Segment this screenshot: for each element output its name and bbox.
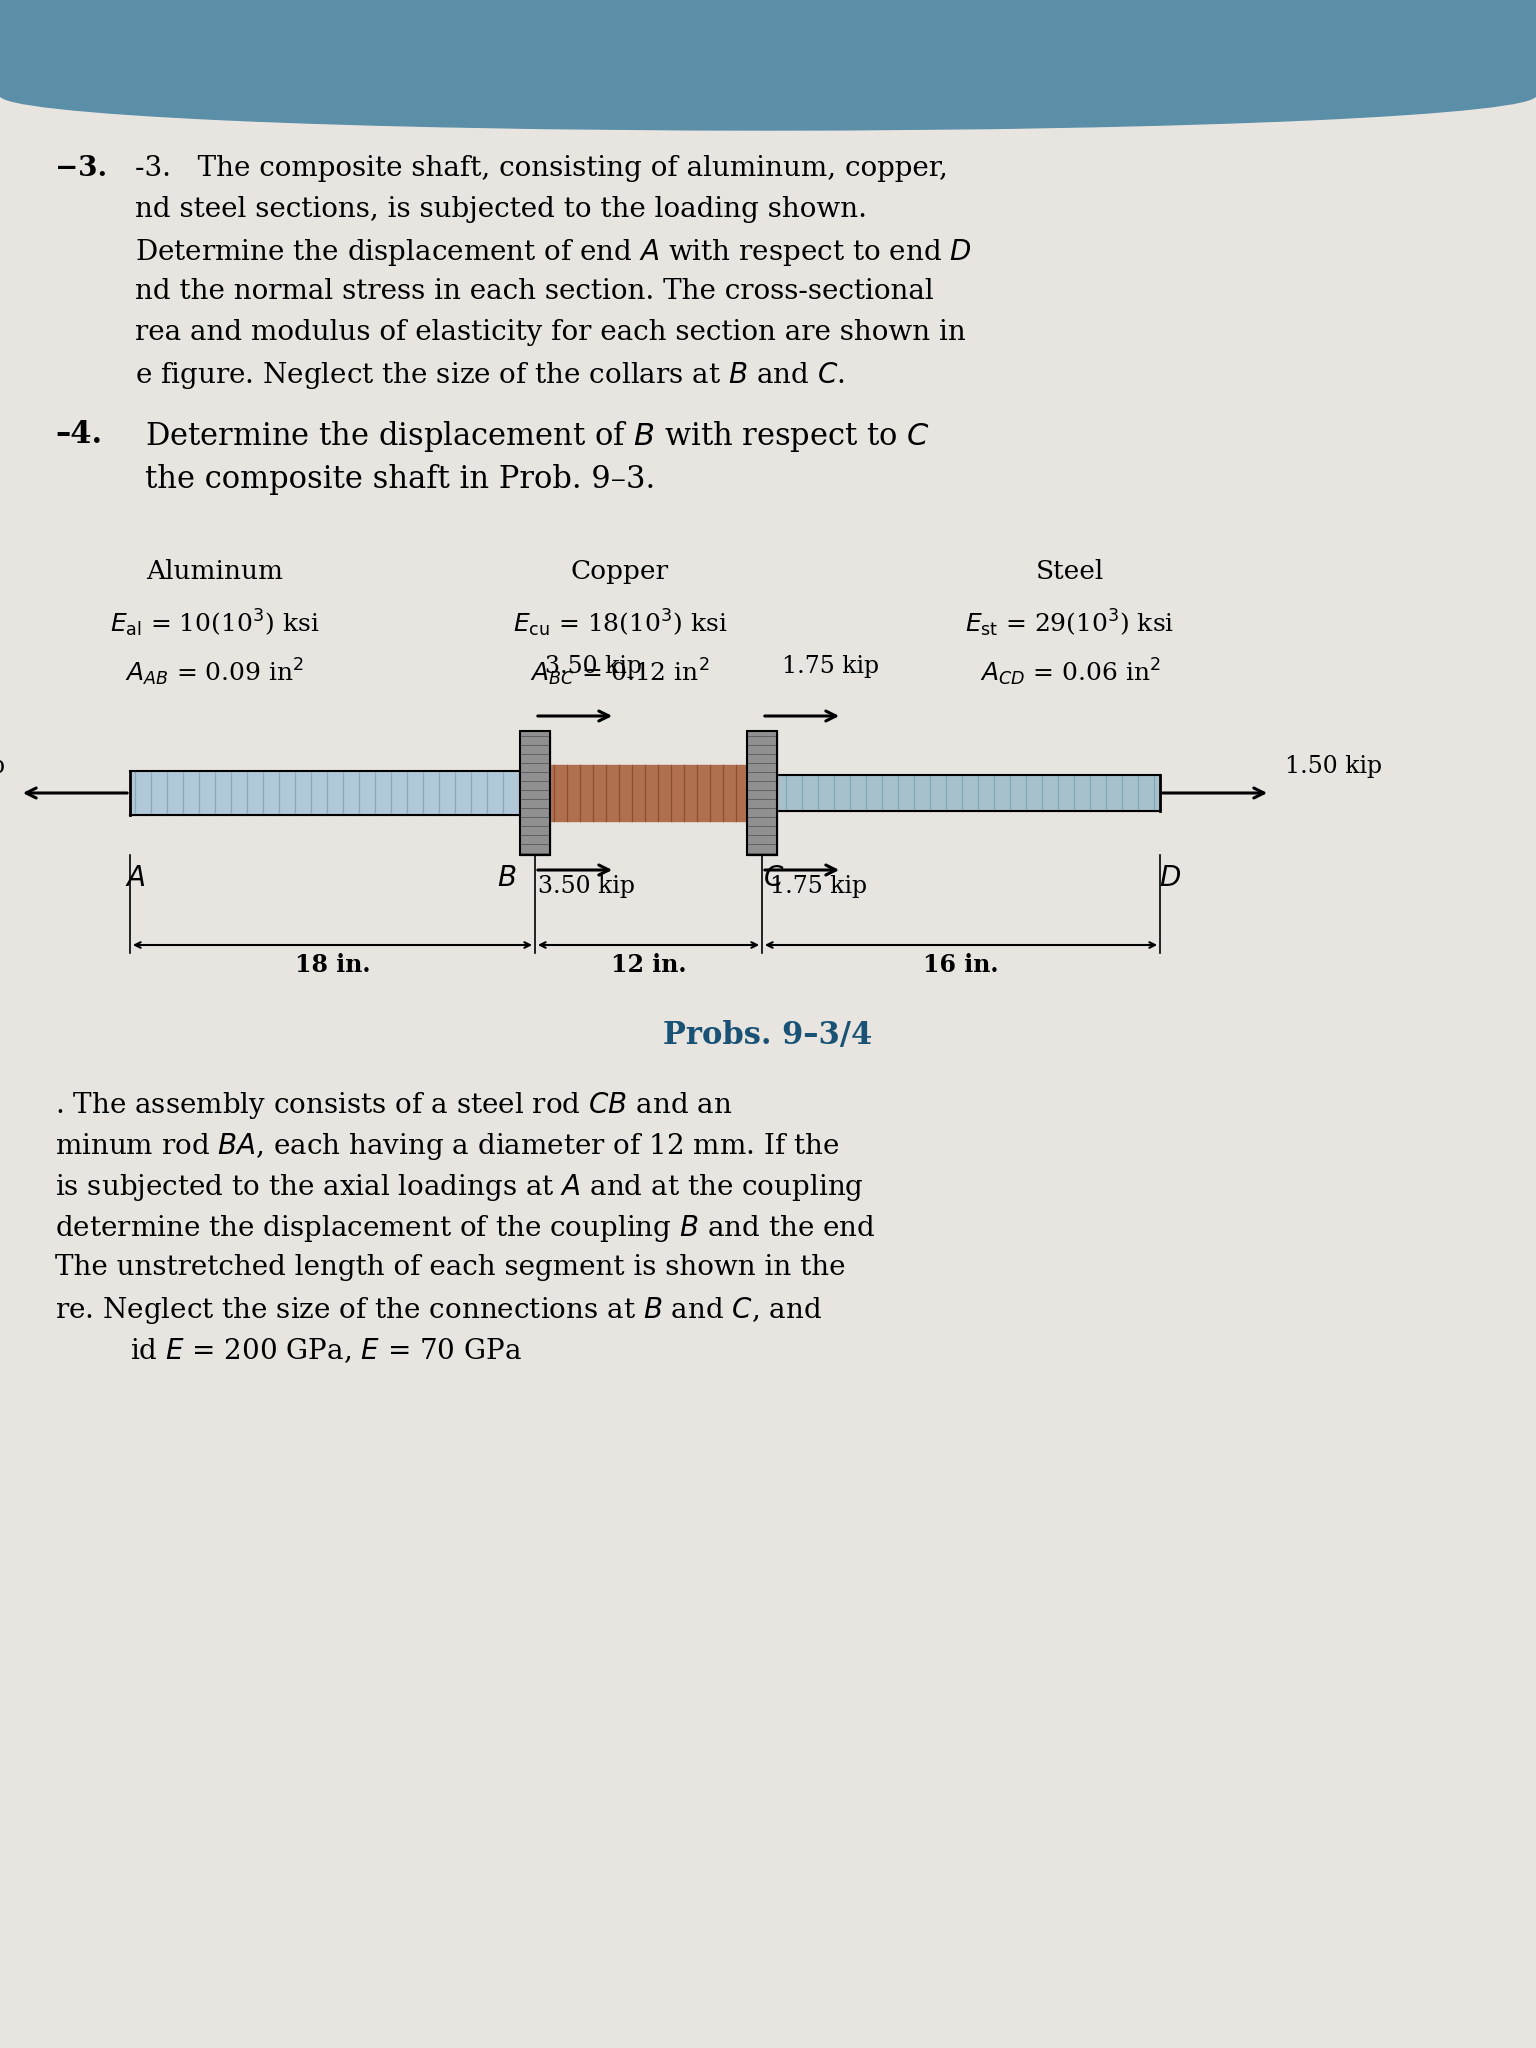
Text: −3.: −3. <box>55 156 108 182</box>
Bar <box>131 770 535 815</box>
Text: nd the normal stress in each section. The cross-sectional: nd the normal stress in each section. Th… <box>135 279 934 305</box>
Bar <box>762 774 1160 811</box>
Text: nd steel sections, is subjected to the loading shown.: nd steel sections, is subjected to the l… <box>135 197 866 223</box>
Text: $A$: $A$ <box>124 864 146 893</box>
Text: determine the displacement of the coupling $B$ and the end: determine the displacement of the coupli… <box>55 1212 876 1243</box>
Bar <box>521 731 550 854</box>
Text: 3.50 kip: 3.50 kip <box>538 874 634 897</box>
Bar <box>0 0 1536 94</box>
Ellipse shape <box>0 59 1536 129</box>
Text: Determine the displacement of $B$ with respect to $C$: Determine the displacement of $B$ with r… <box>144 420 929 455</box>
Text: $A_{BC}$ = 0.12 in$^2$: $A_{BC}$ = 0.12 in$^2$ <box>530 657 710 688</box>
Bar <box>521 731 550 854</box>
Text: Determine the displacement of end $A$ with respect to end $D$: Determine the displacement of end $A$ wi… <box>135 238 972 268</box>
Text: $C$: $C$ <box>763 864 785 893</box>
Text: -3.   The composite shaft, consisting of aluminum, copper,: -3. The composite shaft, consisting of a… <box>135 156 948 182</box>
Text: id $E$ = 200 GPa, $E$ = 70 GPa: id $E$ = 200 GPa, $E$ = 70 GPa <box>131 1335 522 1364</box>
Text: Steel: Steel <box>1035 559 1104 584</box>
Bar <box>746 731 777 854</box>
Text: $A_{CD}$ = 0.06 in$^2$: $A_{CD}$ = 0.06 in$^2$ <box>980 657 1161 688</box>
Text: e figure. Neglect the size of the collars at $B$ and $C$.: e figure. Neglect the size of the collar… <box>135 360 845 391</box>
Text: $E_\mathrm{st}$ = 29(10$^3$) ksi: $E_\mathrm{st}$ = 29(10$^3$) ksi <box>965 608 1175 639</box>
Text: 1.75 kip: 1.75 kip <box>782 655 879 678</box>
Text: minum rod $BA$, each having a diameter of 12 mm. If the: minum rod $BA$, each having a diameter o… <box>55 1130 839 1161</box>
Text: 18 in.: 18 in. <box>295 952 370 977</box>
Text: $E_\mathrm{al}$ = 10(10$^3$) ksi: $E_\mathrm{al}$ = 10(10$^3$) ksi <box>111 608 319 639</box>
Text: Copper: Copper <box>571 559 670 584</box>
Text: 1.75 kip: 1.75 kip <box>770 874 868 897</box>
Bar <box>746 731 777 854</box>
Text: Aluminum: Aluminum <box>146 559 284 584</box>
Text: 16 in.: 16 in. <box>923 952 998 977</box>
Text: . The assembly consists of a steel rod $CB$ and an: . The assembly consists of a steel rod $… <box>55 1090 733 1120</box>
Text: is subjected to the axial loadings at $A$ and at the coupling: is subjected to the axial loadings at $A… <box>55 1171 863 1202</box>
Text: 3.50 kip: 3.50 kip <box>545 655 642 678</box>
Text: $B$: $B$ <box>498 864 516 893</box>
Bar <box>535 766 762 821</box>
Text: $D$: $D$ <box>1160 864 1181 893</box>
Text: The unstretched length of each segment is shown in the: The unstretched length of each segment i… <box>55 1253 845 1280</box>
Text: the composite shaft in Prob. 9–3.: the composite shaft in Prob. 9–3. <box>144 465 656 496</box>
Text: $E_\mathrm{cu}$ = 18(10$^3$) ksi: $E_\mathrm{cu}$ = 18(10$^3$) ksi <box>513 608 727 639</box>
Text: 2.00 kip: 2.00 kip <box>0 756 5 778</box>
Text: 1.50 kip: 1.50 kip <box>1286 756 1382 778</box>
Text: Probs. 9–3/4: Probs. 9–3/4 <box>664 1020 872 1051</box>
Text: rea and modulus of elasticity for each section are shown in: rea and modulus of elasticity for each s… <box>135 319 966 346</box>
Text: 12 in.: 12 in. <box>611 952 687 977</box>
Text: $A_{AB}$ = 0.09 in$^2$: $A_{AB}$ = 0.09 in$^2$ <box>126 657 304 688</box>
Text: –4.: –4. <box>55 420 101 451</box>
Text: re. Neglect the size of the connections at $B$ and $C$, and: re. Neglect the size of the connections … <box>55 1294 822 1325</box>
